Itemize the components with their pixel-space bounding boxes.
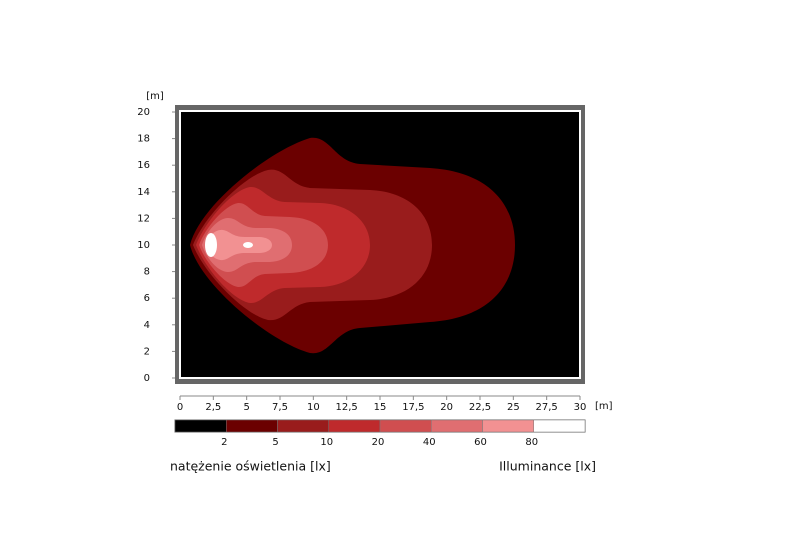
- y-tick-label: 2: [144, 346, 150, 357]
- x-tick-label: 30: [574, 402, 587, 413]
- colorbar-tick-label: 2: [221, 437, 227, 448]
- colorbar-segment: [431, 419, 483, 433]
- x-tick-label: 17,5: [402, 402, 424, 413]
- y-tick-label: 20: [137, 107, 150, 118]
- colorbar-segment: [174, 419, 227, 433]
- contour-region: [205, 229, 272, 261]
- x-tick-label: 7,5: [272, 402, 288, 413]
- y-tick-label: 18: [137, 134, 150, 145]
- y-tick-label: 4: [144, 320, 150, 331]
- x-tick-label: 0: [177, 402, 183, 413]
- x-tick-label: 22,5: [469, 402, 491, 413]
- x-tick-label: 20: [440, 402, 453, 413]
- colorbar-segment: [482, 419, 534, 433]
- colorbar-tick-label: 80: [525, 437, 538, 448]
- x-tick-label: 27,5: [536, 402, 558, 413]
- colorbar-tick-label: 5: [272, 437, 278, 448]
- colorbar-label-pl: natężenie oświetlenia [lx]: [170, 459, 331, 474]
- y-unit: [m]: [146, 91, 164, 102]
- colorbar-segment: [277, 419, 329, 433]
- x-unit: [m]: [595, 401, 613, 412]
- x-tick-label: 25: [507, 402, 520, 413]
- x-tick-label: 15: [374, 402, 387, 413]
- colorbar-segment: [533, 419, 586, 433]
- colorbar-segment: [379, 419, 432, 433]
- y-tick-label: 12: [137, 213, 150, 224]
- colorbar-segment: [328, 419, 381, 433]
- y-tick-label: 14: [137, 187, 150, 198]
- y-tick-label: 6: [144, 293, 150, 304]
- colorbar-tick-label: 10: [320, 437, 333, 448]
- colorbar-tick-label: 20: [372, 437, 385, 448]
- x-tick-label: 12,5: [336, 402, 358, 413]
- y-tick-label: 16: [137, 160, 150, 171]
- y-tick-label: 0: [144, 373, 150, 384]
- colorbar-label-en: Illuminance [lx]: [499, 459, 596, 474]
- x-tick-label: 5: [243, 402, 249, 413]
- contour-region: [205, 233, 253, 257]
- colorbar-segment: [226, 419, 278, 433]
- contours: [190, 137, 515, 354]
- y-tick-label: 10: [137, 240, 150, 251]
- colorbar-tick-label: 40: [423, 437, 436, 448]
- x-tick-label: 2,5: [205, 402, 221, 413]
- colorbar-tick-label: 60: [474, 437, 487, 448]
- x-tick-label: 10: [307, 402, 320, 413]
- y-tick-label: 8: [144, 267, 150, 278]
